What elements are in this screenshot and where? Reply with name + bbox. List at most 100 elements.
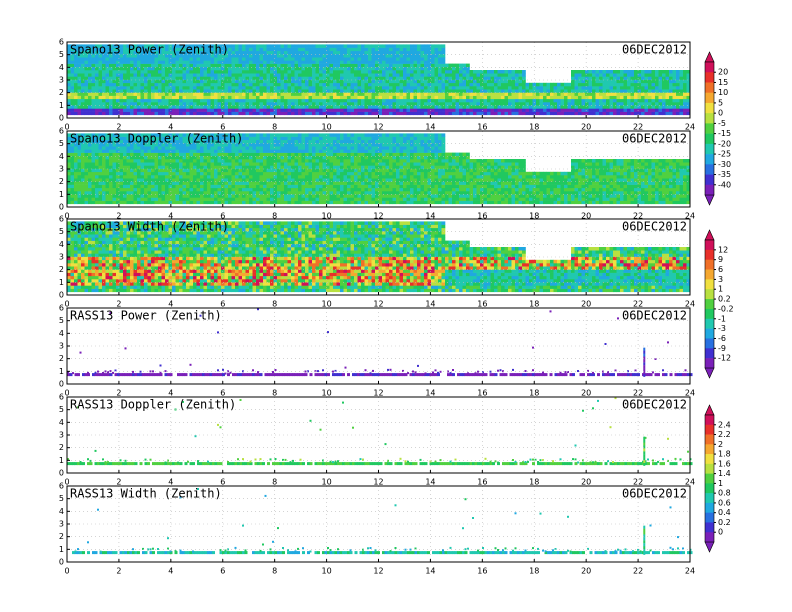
- heatmap-cell: [67, 136, 71, 141]
- heatmap-cell: [277, 168, 281, 173]
- heatmap-cell: [399, 66, 404, 71]
- heatmap-cell: [228, 98, 232, 103]
- heatmap-cell: [179, 178, 183, 182]
- heatmap-cell: [105, 98, 110, 103]
- heatmap-cell: [385, 108, 390, 112]
- heatmap-cell: [508, 86, 512, 90]
- heatmap-cell: [259, 181, 264, 185]
- heatmap-cell: [284, 47, 288, 52]
- heatmap-cell: [655, 95, 659, 100]
- heatmap-cell: [119, 149, 124, 153]
- heatmap-cell: [98, 89, 103, 93]
- heatmap-cell: [315, 50, 320, 55]
- heatmap-cell: [298, 70, 302, 74]
- heatmap-cell: [347, 108, 351, 112]
- heatmap-cell: [480, 76, 484, 80]
- heatmap-cell: [455, 89, 460, 93]
- heatmap-cell: [483, 111, 488, 116]
- heatmap-cell: [466, 95, 470, 100]
- heatmap-cell: [186, 95, 190, 100]
- heatmap-cell: [158, 102, 162, 106]
- heatmap-cell: [273, 66, 278, 71]
- heatmap-cell: [298, 200, 302, 205]
- heatmap-cell: [266, 98, 271, 103]
- heatmap-cell: [158, 194, 162, 198]
- heatmap-cell: [571, 82, 575, 87]
- heatmap-cell: [270, 92, 274, 96]
- heatmap-cell: [308, 111, 313, 116]
- heatmap-cell: [133, 197, 138, 201]
- heatmap-cell: [438, 102, 442, 106]
- heatmap-cell: [221, 98, 225, 103]
- heatmap-cell: [196, 181, 201, 185]
- heatmap-cell: [263, 175, 267, 179]
- heatmap-cell: [319, 171, 323, 176]
- heatmap-cell: [235, 152, 239, 157]
- heatmap-cell: [322, 175, 327, 179]
- heatmap-cell: [133, 178, 138, 182]
- heatmap-cell: [249, 181, 253, 185]
- heatmap-cell: [585, 95, 589, 100]
- heatmap-cell: [221, 152, 225, 157]
- heatmap-cell: [284, 165, 288, 169]
- heatmap-cell: [186, 149, 190, 153]
- heatmap-cell: [217, 50, 222, 55]
- heatmap-cell: [98, 168, 103, 173]
- heatmap-cell: [172, 178, 176, 182]
- heatmap-cell: [683, 95, 687, 100]
- heatmap-cell: [312, 139, 316, 144]
- heatmap-cell: [67, 143, 71, 147]
- heatmap-cell: [651, 95, 656, 100]
- heatmap-cell: [270, 108, 274, 112]
- heatmap-cell: [224, 47, 229, 52]
- heatmap-cell: [557, 98, 561, 103]
- heatmap-cell: [109, 63, 113, 68]
- heatmap-cell: [196, 194, 201, 198]
- heatmap-cell: [116, 66, 120, 71]
- heatmap-cell: [413, 86, 418, 90]
- heatmap-cell: [158, 146, 162, 150]
- heatmap-cell: [273, 143, 278, 147]
- heatmap-cell: [340, 108, 344, 112]
- heatmap-cell: [105, 155, 110, 160]
- heatmap-cell: [445, 98, 449, 103]
- heatmap-cell: [210, 47, 215, 52]
- heatmap-cell: [228, 47, 232, 52]
- heatmap-cell: [67, 44, 71, 48]
- heatmap-cell: [256, 194, 260, 198]
- heatmap-cell: [88, 102, 92, 106]
- heatmap-cell: [350, 63, 355, 68]
- heatmap-cell: [193, 108, 197, 112]
- heatmap-cell: [67, 108, 71, 112]
- heatmap-cell: [375, 60, 379, 64]
- heatmap-cell: [147, 111, 152, 116]
- heatmap-cell: [259, 165, 264, 169]
- heatmap-cell: [655, 82, 659, 87]
- heatmap-cell: [259, 175, 264, 179]
- heatmap-cell: [161, 197, 166, 201]
- heatmap-cell: [214, 175, 218, 179]
- heatmap-cell: [210, 152, 215, 157]
- heatmap-cell: [319, 111, 323, 116]
- heatmap-cell: [368, 95, 372, 100]
- heatmap-cell: [235, 184, 239, 189]
- heatmap-cell: [119, 200, 124, 205]
- heatmap-cell: [88, 191, 92, 195]
- heatmap-cell: [217, 73, 222, 77]
- heatmap-cell: [592, 95, 596, 100]
- heatmap-cell: [231, 76, 236, 80]
- heatmap-cell: [399, 57, 404, 61]
- heatmap-cell: [109, 47, 113, 52]
- heatmap-cell: [578, 95, 582, 100]
- heatmap-cell: [518, 95, 523, 100]
- heatmap-cell: [602, 86, 607, 90]
- heatmap-cell: [217, 60, 222, 64]
- heatmap-cell: [130, 194, 134, 198]
- heatmap-cell: [406, 47, 411, 52]
- heatmap-cell: [417, 105, 421, 109]
- heatmap-cell: [238, 139, 243, 144]
- heatmap-cell: [109, 89, 113, 93]
- heatmap-cell: [665, 108, 670, 112]
- heatmap-cell: [504, 89, 509, 93]
- heatmap-cell: [350, 47, 355, 52]
